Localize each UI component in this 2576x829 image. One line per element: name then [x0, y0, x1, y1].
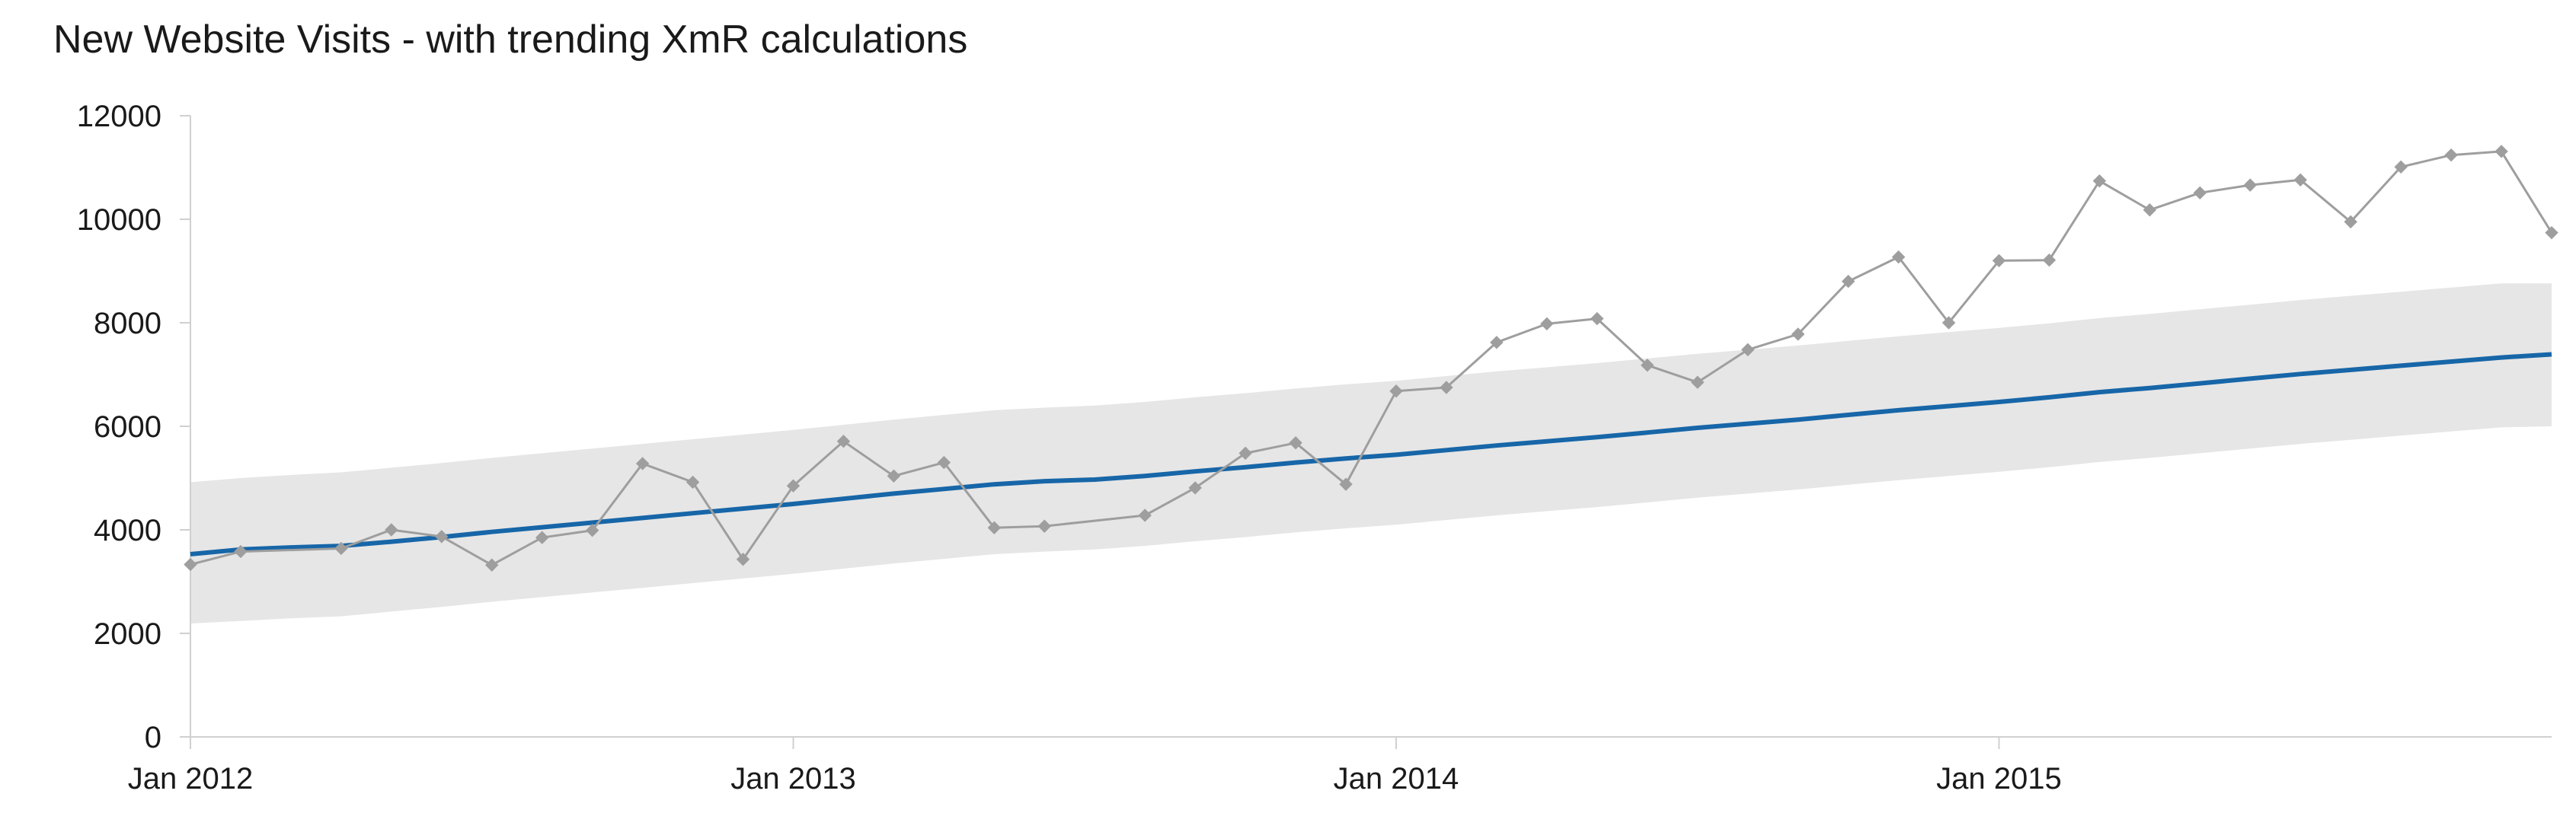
visits-data-point — [1590, 311, 1604, 326]
x-tick-label: Jan 2014 — [1334, 762, 1459, 796]
y-tick-label: 12000 — [77, 100, 161, 133]
y-tick-label: 10000 — [77, 203, 161, 237]
visits-data-point — [937, 455, 951, 470]
visits-line — [190, 150, 2553, 566]
chart-title: New Website Visits - with trending XmR c… — [53, 18, 968, 62]
visits-data-point — [535, 531, 549, 544]
visits-data-point — [1992, 253, 2006, 268]
visits-data-point — [1891, 250, 1906, 264]
visits-data-point — [2193, 186, 2207, 200]
visits-data-point — [1740, 343, 1755, 357]
visits-data-point — [385, 523, 398, 537]
visits-data-point — [1942, 316, 1956, 330]
visits-data-point — [1138, 509, 1152, 522]
visits-data-point — [1841, 274, 1855, 289]
visits-data-point — [686, 475, 700, 489]
visits-data-point — [1691, 375, 1705, 389]
visits-data-point — [1791, 327, 1805, 341]
visits-data-point — [887, 469, 901, 483]
trend-line-layer — [190, 352, 2552, 556]
visits-data-point — [334, 541, 348, 556]
y-tick-label: 4000 — [94, 514, 161, 547]
visits-data-point — [2293, 173, 2307, 187]
visits-data-point — [635, 457, 650, 470]
visits-data-point — [1339, 477, 1353, 491]
x-tick-label: Jan 2012 — [128, 762, 254, 796]
trend-line — [190, 352, 2552, 556]
control-limit-band-layer — [190, 283, 2552, 624]
visits-data-point — [1440, 381, 1453, 394]
visits-data-point — [234, 544, 248, 559]
visits-data-point — [435, 530, 449, 544]
y-tick-label: 0 — [145, 721, 161, 754]
visits-data-point — [2495, 145, 2508, 158]
visits-data-point — [2394, 160, 2408, 174]
visits-data-point — [2243, 178, 2257, 192]
visits-data-point — [1289, 436, 1302, 450]
y-tick-label: 6000 — [94, 410, 161, 444]
x-tick-label: Jan 2015 — [1936, 762, 2062, 796]
axes — [180, 115, 2552, 749]
control-limit-band — [190, 283, 2552, 624]
y-tick-label: 2000 — [94, 617, 161, 651]
visits-data-point — [2545, 225, 2558, 240]
visits-data-point — [1188, 481, 1202, 495]
visits-data-point — [2092, 174, 2107, 188]
visits-data-point — [1540, 317, 1554, 331]
visits-data-point — [2444, 148, 2458, 162]
y-tick-label: 8000 — [94, 307, 161, 340]
visits-data-point — [2042, 253, 2057, 267]
visits-data-point — [786, 479, 801, 493]
visits-data-point — [836, 435, 851, 448]
visits-data-point — [1641, 359, 1654, 372]
visits-data-point — [1490, 336, 1504, 349]
visits-series-layer — [184, 145, 2558, 572]
visits-data-point — [736, 553, 750, 566]
tick-labels: 0 2000 4000 6000 8000 10000 12000 Jan 2012 Jan 2… — [77, 100, 2062, 796]
visits-data-point — [585, 523, 599, 537]
visits-data-point — [1389, 384, 1403, 398]
visits-data-point — [184, 557, 197, 572]
x-tick-label: Jan 2013 — [730, 762, 856, 796]
visits-data-point — [1037, 519, 1051, 533]
visits-data-point — [2143, 203, 2157, 217]
visits-data-point — [485, 558, 499, 572]
visits-data-point — [1238, 446, 1252, 461]
visits-data-point — [2344, 215, 2357, 229]
visits-data-point — [987, 521, 1002, 534]
